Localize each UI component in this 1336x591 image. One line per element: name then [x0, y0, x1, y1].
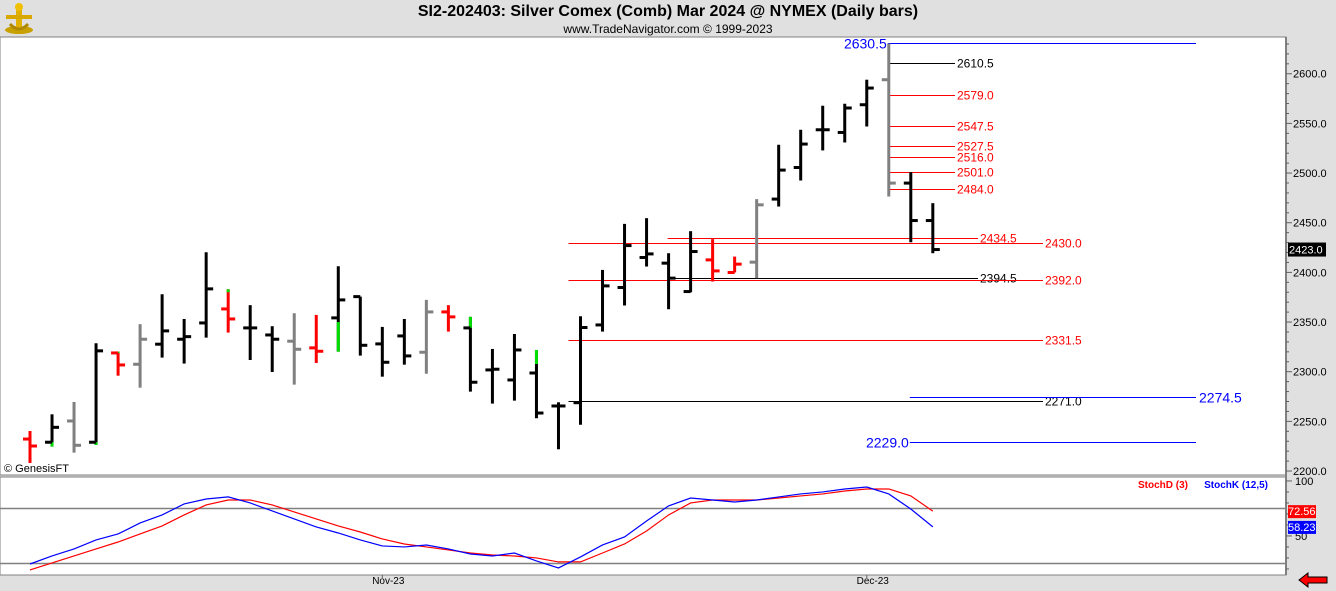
y-tick-label: 2500.0 [1293, 168, 1327, 180]
price-level-label: 2271.0 [1045, 395, 1082, 409]
ohlc-bar [463, 316, 478, 392]
price-level-label: 2547.5 [957, 120, 994, 134]
y-tick-label: 2300.0 [1293, 367, 1327, 379]
ohlc-bar [903, 172, 918, 243]
ohlc-bar [661, 253, 676, 310]
price-level-label: 2610.5 [957, 57, 994, 71]
ohlc-bar [309, 314, 324, 363]
stochastic-panel [0, 476, 1287, 576]
ohlc-bar [771, 144, 786, 207]
ohlc-bar [23, 431, 37, 463]
ohlc-bar [133, 324, 148, 388]
red-left-arrow-icon[interactable] [1298, 572, 1328, 588]
ohlc-bar [485, 348, 500, 404]
ohlc-bar [705, 239, 720, 282]
y-tick-label: 2550.0 [1293, 118, 1327, 130]
ohlc-bar [155, 294, 170, 358]
ohlc-bar [683, 231, 698, 294]
ohlc-bar [221, 289, 236, 333]
price-level-label: 2501.0 [957, 166, 994, 180]
y-tick-label: 2250.0 [1293, 416, 1327, 428]
legend-stoch-d: StochD (3) [1138, 480, 1188, 491]
price-level-label: 2331.5 [1045, 334, 1082, 348]
price-level-label: 2392.0 [1045, 274, 1082, 288]
stoch-k-line [29, 486, 934, 569]
ohlc-bar [925, 203, 940, 254]
ohlc-bar [507, 333, 522, 401]
stoch-value-box [1288, 520, 1316, 534]
y-tick-label: 2400.0 [1293, 267, 1327, 279]
y-tick-label: 2600.0 [1293, 69, 1327, 81]
ohlc-bar [89, 343, 104, 446]
price-level-label: 2229.0 [866, 435, 909, 451]
ohlc-bar [639, 218, 654, 267]
stoch-y-tick-label: 50 [1295, 531, 1307, 543]
price-level-label: 2484.0 [957, 183, 994, 197]
last-price-box [1288, 242, 1326, 257]
ohlc-bar [441, 305, 456, 332]
price-level-label: 2274.5 [1199, 390, 1242, 406]
ohlc-bar [529, 349, 544, 419]
ohlc-bar [243, 305, 258, 360]
last-price-label: 2423.0 [1289, 245, 1323, 257]
ohlc-bar [749, 199, 764, 279]
ohlc-bar [727, 256, 742, 274]
chart-title: SI2-202403: Silver Comex (Comb) Mar 2024… [417, 3, 919, 20]
ohlc-bar [551, 402, 566, 450]
ohlc-bar [881, 43, 896, 197]
stoch-y-tick-label: 100 [1295, 476, 1313, 488]
ohlc-bar [617, 223, 632, 306]
x-tick-label: Nov-23 [372, 576, 405, 587]
ohlc-bar [199, 252, 214, 338]
ohlc-bar [67, 402, 82, 453]
y-tick-label: 2450.0 [1293, 218, 1327, 230]
ohlc-bar [45, 414, 60, 447]
legend-stoch-k: StochK (12,5) [1204, 480, 1268, 491]
ohlc-bar [111, 351, 126, 376]
chart-subtitle: www.TradeNavigator.com © 1999-2023 [563, 22, 773, 36]
ohlc-bar [265, 326, 280, 373]
stoch-d-line [29, 488, 934, 571]
copyright-label: © GenesisFT [4, 463, 69, 475]
ohlc-bar [177, 318, 192, 364]
ohlc-bar [331, 266, 346, 352]
stoch-value-label: 72.56 [1288, 506, 1316, 518]
ohlc-bar [353, 295, 368, 356]
ohlc-bar [837, 103, 852, 143]
y-tick-label: 2200.0 [1293, 466, 1327, 478]
ohlc-bar [287, 313, 302, 385]
price-level-label: 2630.5 [844, 36, 887, 52]
price-level-label: 2434.5 [980, 232, 1017, 246]
price-level-label: 2527.5 [957, 140, 994, 154]
ohlc-bar [793, 129, 808, 181]
ohlc-bar [397, 318, 412, 365]
ohlc-bar [815, 105, 830, 151]
price-level-label: 2430.0 [1045, 237, 1082, 251]
price-level-label: 2516.0 [957, 151, 994, 165]
price-level-label: 2579.0 [957, 89, 994, 103]
price-level-label: 2394.5 [980, 272, 1017, 286]
ohlc-bar [573, 316, 588, 425]
gold-figure-logo-icon [5, 3, 33, 34]
ohlc-bar [859, 79, 874, 127]
ohlc-bar [419, 299, 434, 374]
ohlc-bar [375, 326, 390, 377]
stoch-value-label: 58.23 [1288, 522, 1316, 534]
y-tick-label: 2350.0 [1293, 317, 1327, 329]
stoch-value-box [1288, 505, 1316, 519]
ohlc-bar [595, 269, 610, 332]
x-tick-label: Dec-23 [857, 576, 890, 587]
